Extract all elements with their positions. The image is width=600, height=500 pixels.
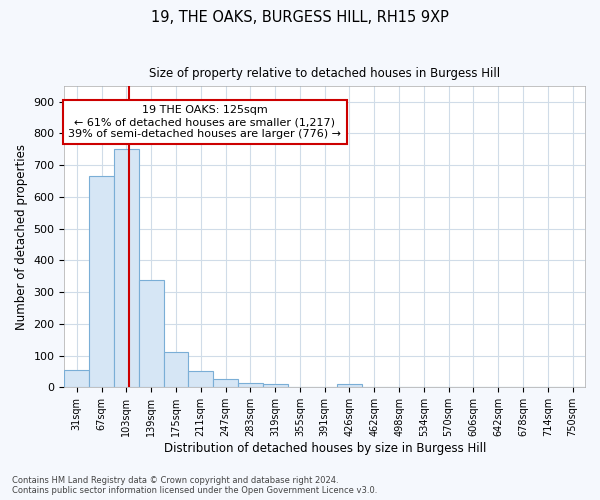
Bar <box>263 384 287 388</box>
Bar <box>64 370 89 388</box>
Bar <box>139 280 164 388</box>
Text: 19 THE OAKS: 125sqm
← 61% of detached houses are smaller (1,217)
39% of semi-det: 19 THE OAKS: 125sqm ← 61% of detached ho… <box>68 106 341 138</box>
Bar <box>89 176 114 388</box>
Bar <box>114 150 139 388</box>
X-axis label: Distribution of detached houses by size in Burgess Hill: Distribution of detached houses by size … <box>164 442 486 455</box>
Text: 19, THE OAKS, BURGESS HILL, RH15 9XP: 19, THE OAKS, BURGESS HILL, RH15 9XP <box>151 10 449 25</box>
Bar <box>238 382 263 388</box>
Bar <box>337 384 362 388</box>
Bar <box>164 352 188 388</box>
Title: Size of property relative to detached houses in Burgess Hill: Size of property relative to detached ho… <box>149 68 500 80</box>
Y-axis label: Number of detached properties: Number of detached properties <box>15 144 28 330</box>
Bar <box>188 371 213 388</box>
Text: Contains HM Land Registry data © Crown copyright and database right 2024.
Contai: Contains HM Land Registry data © Crown c… <box>12 476 377 495</box>
Bar <box>213 379 238 388</box>
